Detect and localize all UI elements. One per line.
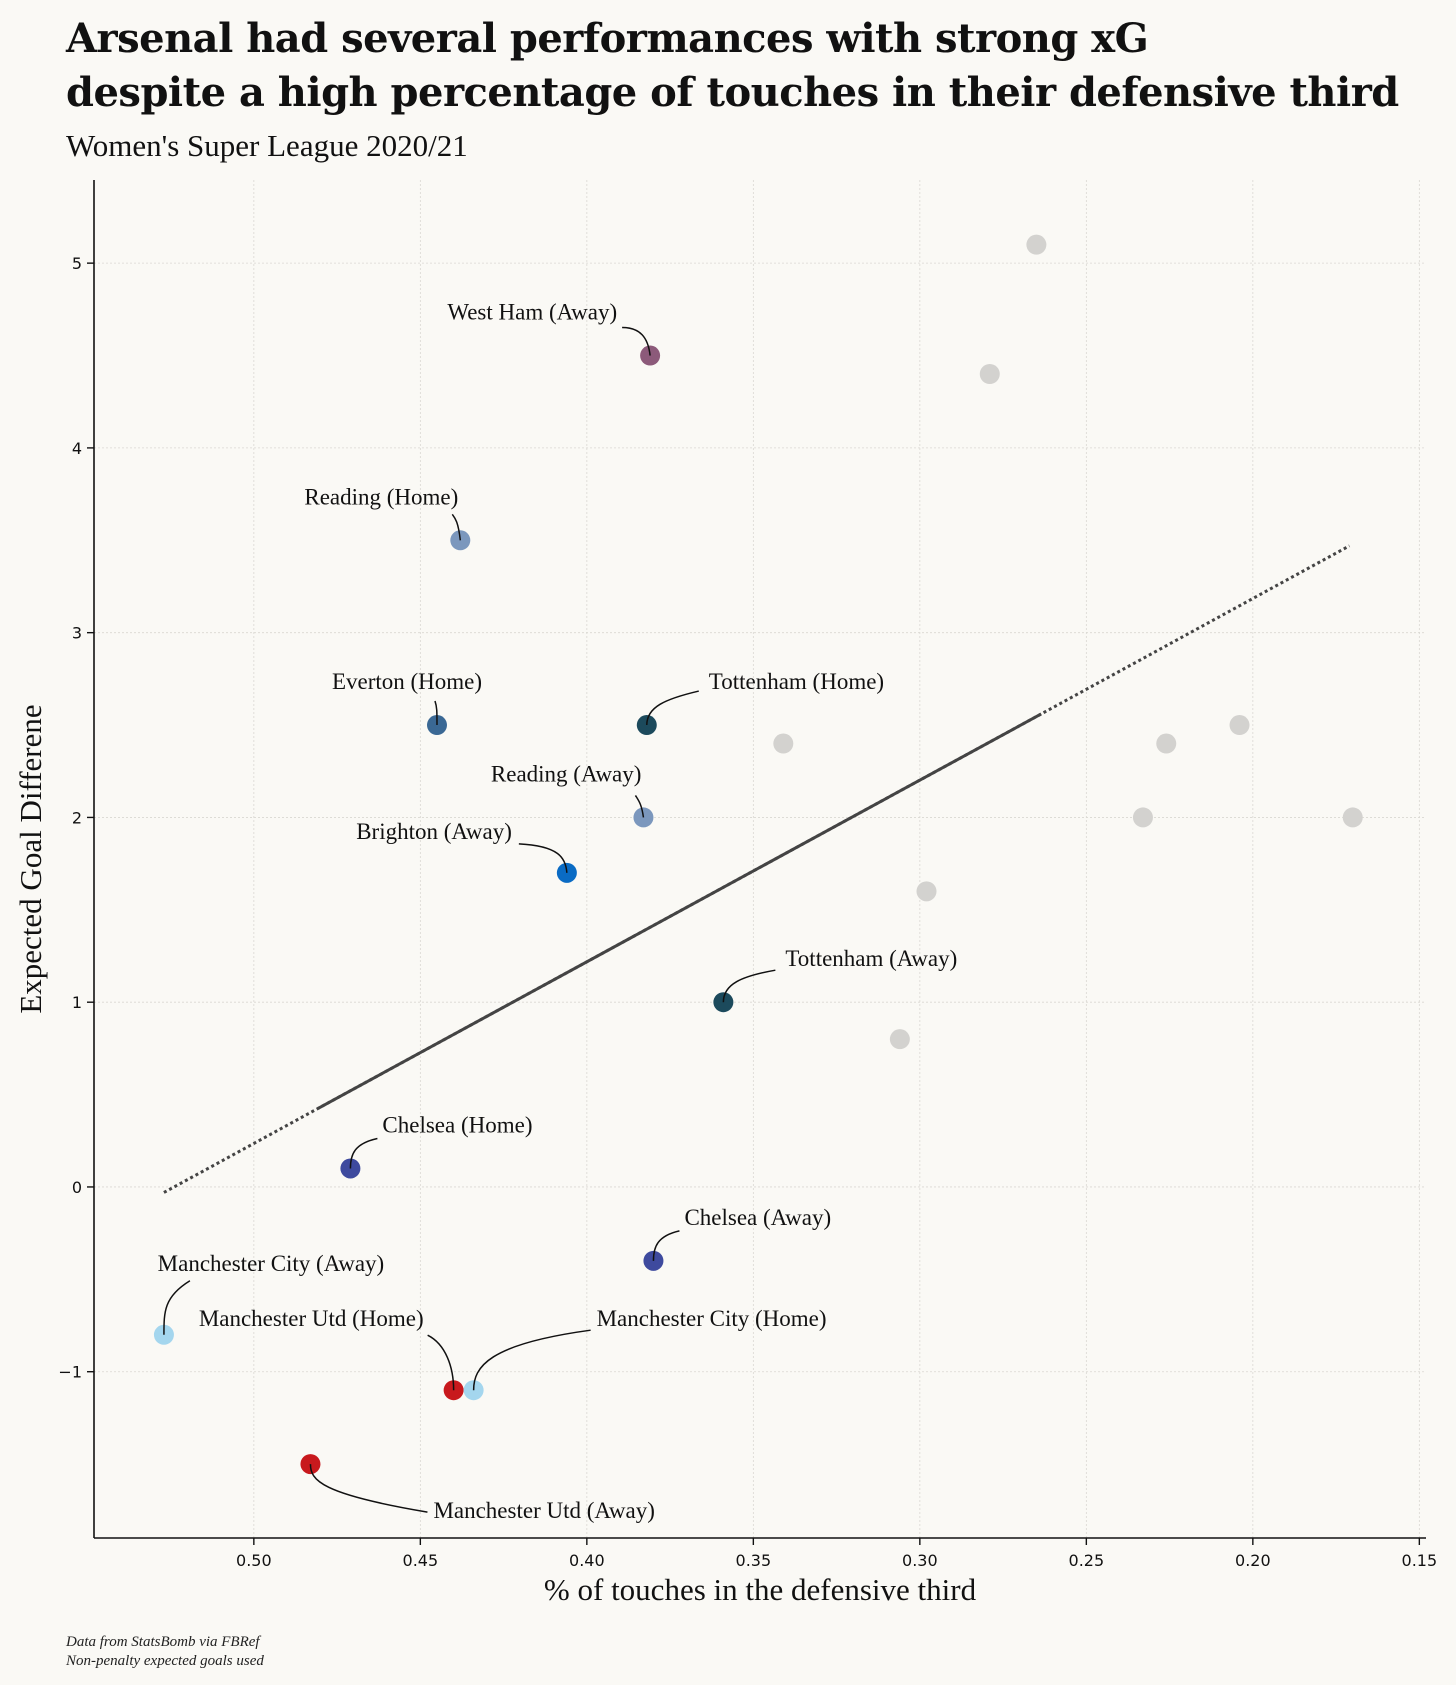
- footnote: Data from StatsBomb via FBRef Non-penalt…: [66, 1633, 264, 1671]
- chart-subtitle: Women's Super League 2020/21: [66, 128, 468, 163]
- label-connector: [349, 1137, 378, 1169]
- other-match-point: [1026, 234, 1047, 255]
- point-label: Everton (Home): [332, 669, 482, 694]
- label-connector: [622, 326, 651, 356]
- label-connector: [163, 1280, 191, 1335]
- other-match-point: [1156, 733, 1177, 754]
- y-tick-label: 1: [72, 993, 82, 1012]
- label-connector: [652, 1230, 680, 1261]
- other-match-point: [773, 733, 794, 754]
- point-label: Tottenham (Away): [785, 946, 957, 971]
- grid: [94, 180, 1426, 1538]
- label-connector: [518, 843, 568, 873]
- y-tick-label: 5: [72, 254, 82, 273]
- y-tick-label: 3: [72, 624, 82, 643]
- other-match-point: [1229, 715, 1250, 736]
- y-tick-label: 2: [72, 808, 82, 827]
- x-axis-label: % of touches in the defensive third: [544, 1572, 977, 1607]
- y-tick-label: 4: [72, 439, 82, 458]
- x-tick-label: 0.30: [902, 1551, 938, 1570]
- x-tick-label: 0.50: [236, 1551, 272, 1570]
- footnote-line-1: Data from StatsBomb via FBRef: [66, 1634, 260, 1650]
- point-label: Chelsea (Home): [382, 1112, 532, 1137]
- point-label: Brighton (Away): [356, 819, 512, 844]
- y-axis-label: Expected Goal Differene: [13, 704, 48, 1013]
- other-match-point: [979, 364, 1000, 384]
- ticks: 0.50 0.45 0.40 0.35 0.30 0.25 0.20 0.15 −1 0 1 2 3 4 5: [58, 254, 1437, 1570]
- x-tick-label: 0.20: [1235, 1551, 1271, 1570]
- point-label: Chelsea (Away): [684, 1205, 831, 1230]
- scatter-chart: 0.50 0.45 0.40 0.35 0.30 0.25 0.20 0.15 −1 0 1 2 3 4 5…: [13, 180, 1437, 1607]
- point-labels: West Ham (Away) Reading (Home) Everton (Ho…: [158, 300, 958, 1524]
- title-line-2: despite a high percentage of touches in …: [66, 69, 1399, 116]
- point-label: Manchester Utd (Away): [433, 1498, 654, 1523]
- chart-title: Arsenal had several performances with st…: [66, 12, 1446, 120]
- label-connector: [634, 795, 645, 818]
- label-connector: [309, 1464, 428, 1513]
- y-tick-label: −1: [58, 1363, 82, 1382]
- x-tick-label: 0.35: [736, 1551, 772, 1570]
- point-label: Reading (Home): [304, 484, 458, 509]
- label-connector: [722, 969, 776, 1003]
- other-match-point: [1342, 807, 1363, 828]
- trend-line-solid: [317, 712, 1042, 1110]
- x-tick-label: 0.45: [403, 1551, 439, 1570]
- x-tick-label: 0.25: [1069, 1551, 1105, 1570]
- other-match-point: [889, 1029, 910, 1050]
- points: [153, 234, 1363, 1475]
- other-match-point: [916, 881, 937, 902]
- point-label: Manchester City (Away): [158, 1251, 385, 1276]
- label-connector: [427, 1334, 455, 1391]
- point-label: Manchester City (Home): [597, 1306, 827, 1331]
- other-match-point: [1132, 807, 1153, 828]
- label-connector: [434, 700, 438, 726]
- label-connector: [451, 513, 462, 541]
- y-tick-label: 0: [72, 1178, 82, 1197]
- x-tick-label: 0.40: [569, 1551, 605, 1570]
- point-label: West Ham (Away): [447, 300, 617, 325]
- label-connector: [646, 690, 699, 726]
- point-label: Reading (Away): [491, 761, 642, 786]
- point-label: Manchester Utd (Home): [199, 1306, 424, 1331]
- title-line-1: Arsenal had several performances with st…: [66, 15, 1149, 62]
- axes: [93, 180, 1426, 1539]
- point-label: Tottenham (Home): [709, 669, 884, 694]
- label-connector: [472, 1329, 591, 1391]
- trend-line: [163, 544, 1351, 1194]
- footnote-line-2: Non-penalty expected goals used: [66, 1653, 264, 1669]
- x-tick-label: 0.15: [1402, 1551, 1438, 1570]
